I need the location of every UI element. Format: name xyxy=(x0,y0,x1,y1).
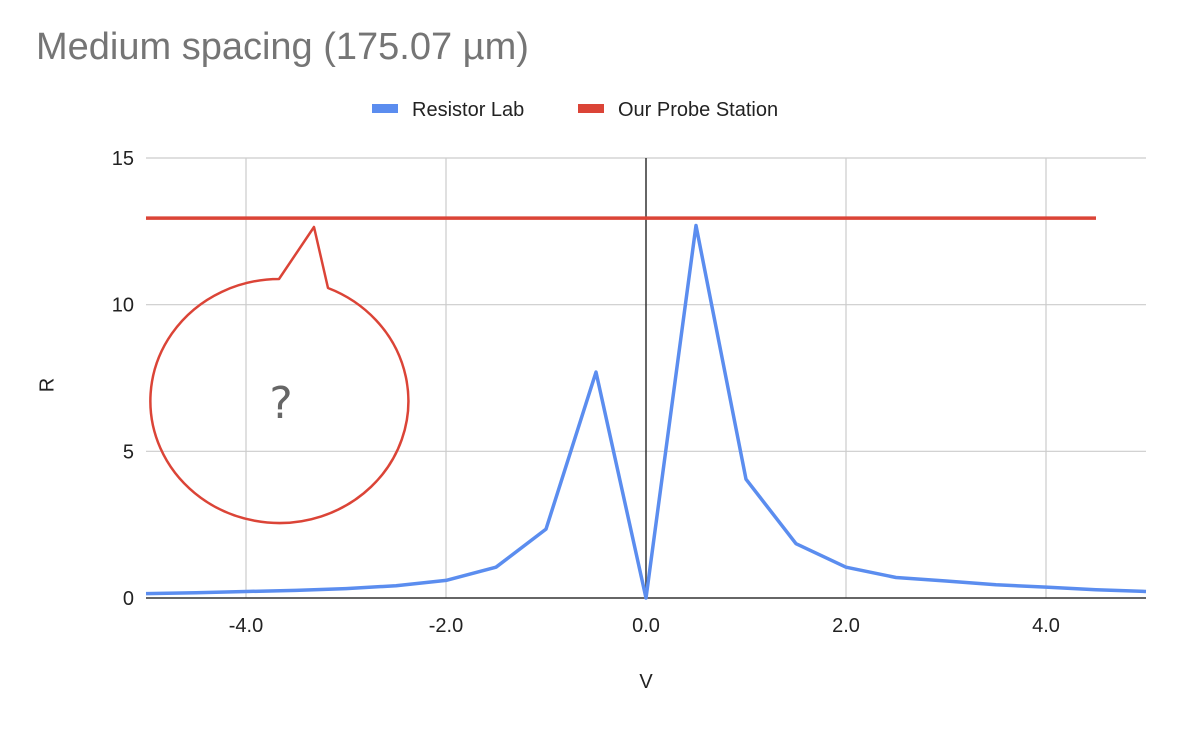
axes xyxy=(146,158,1146,599)
y-tick-label: 15 xyxy=(112,148,134,170)
series-line-resistor-lab xyxy=(145,223,1147,600)
x-axis-title: V xyxy=(639,671,653,693)
callout-text: ? xyxy=(269,378,292,429)
x-tick-label: -4.0 xyxy=(229,615,263,637)
legend-label: Our Probe Station xyxy=(618,99,778,121)
y-tick-label: 5 xyxy=(123,441,134,463)
series-lines xyxy=(145,216,1147,600)
legend: Resistor Lab Our Probe Station xyxy=(372,99,778,121)
y-tick-label: 0 xyxy=(123,588,134,610)
x-tick-label: -2.0 xyxy=(429,615,463,637)
x-tick-label: 0.0 xyxy=(632,615,660,637)
legend-swatch xyxy=(372,104,398,113)
speech-bubble xyxy=(149,225,410,525)
legend-swatch xyxy=(578,104,604,113)
x-tick-label: 4.0 xyxy=(1032,615,1060,637)
x-tick-label: 2.0 xyxy=(832,615,860,637)
y-axis-title: R xyxy=(36,378,58,392)
annotations: ? xyxy=(149,225,410,525)
tick-labels: 0 5 10 15 -4.0 -2.0 0.0 2.0 4.0 xyxy=(112,148,1060,637)
y-tick-label: 10 xyxy=(112,295,134,317)
legend-label: Resistor Lab xyxy=(412,99,524,121)
chart-title: Medium spacing (175.07 µm) xyxy=(36,26,529,68)
